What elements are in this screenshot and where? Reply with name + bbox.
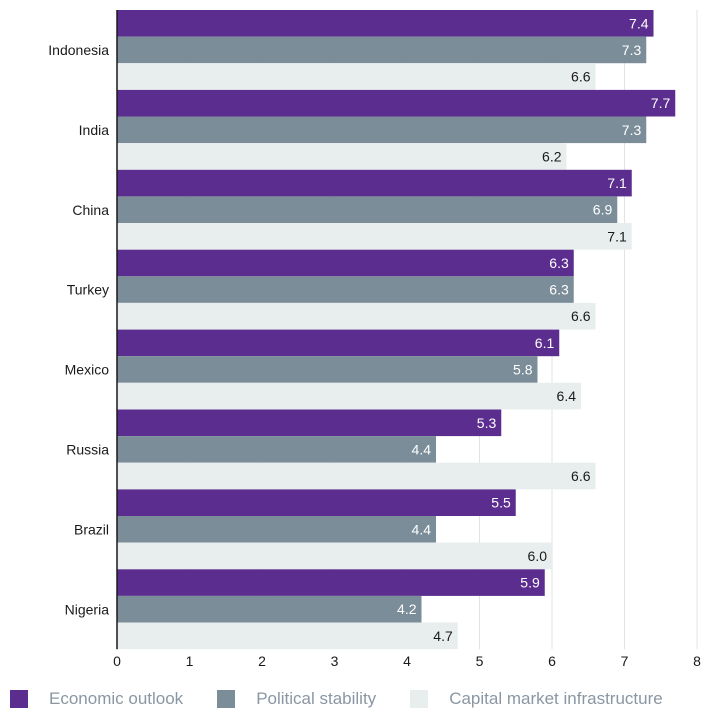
x-tick-label-6: 6 — [548, 653, 556, 669]
bar-brazil-political-stability — [117, 516, 436, 543]
bar-india-political-stability — [117, 116, 647, 144]
data-label-mexico-economic-outlook: 6.1 — [535, 335, 555, 351]
bar-china-capital-market-infrastructure — [117, 223, 632, 250]
data-label-brazil-capital-market-infrastructure: 6.0 — [528, 548, 548, 564]
bar-russia-political-stability — [117, 436, 436, 463]
data-label-russia-political-stability: 4.4 — [412, 441, 432, 457]
bar-mexico-economic-outlook — [117, 329, 560, 357]
bars-layer — [117, 10, 676, 650]
legend-label-economic-outlook: Economic outlook — [49, 689, 184, 708]
legend-label-capital-market-infrastructure: Capital market infrastructure — [449, 689, 663, 708]
category-label-brazil: Brazil — [74, 521, 109, 537]
data-label-brazil-political-stability: 4.4 — [412, 521, 432, 537]
data-label-indonesia-economic-outlook: 7.4 — [629, 15, 649, 31]
data-label-mexico-political-stability: 5.8 — [513, 362, 533, 378]
x-tick-label-7: 7 — [621, 653, 629, 669]
bar-turkey-capital-market-infrastructure — [117, 302, 596, 330]
bar-brazil-capital-market-infrastructure — [117, 542, 552, 570]
data-label-indonesia-capital-market-infrastructure: 6.6 — [571, 69, 591, 85]
bar-russia-capital-market-infrastructure — [117, 462, 596, 490]
bar-india-economic-outlook — [117, 89, 676, 117]
category-label-turkey: Turkey — [67, 282, 109, 298]
data-label-turkey-capital-market-infrastructure: 6.6 — [571, 308, 591, 324]
category-label-china: China — [72, 202, 109, 218]
axis-layer: 0 1 2 3 4 5 6 7 8 Indonesia India China Turkey Mexico… — [48, 10, 701, 669]
x-tick-label-4: 4 — [403, 653, 411, 669]
data-label-brazil-economic-outlook: 5.5 — [491, 495, 511, 511]
x-tick-label-2: 2 — [258, 653, 266, 669]
data-label-nigeria-economic-outlook: 5.9 — [520, 575, 540, 591]
bar-russia-economic-outlook — [117, 409, 502, 437]
data-label-nigeria-political-stability: 4.2 — [397, 601, 417, 617]
category-label-russia: Russia — [66, 441, 109, 457]
legend-swatch-political-stability — [217, 690, 236, 708]
x-tick-label-1: 1 — [186, 653, 194, 669]
x-tick-label-5: 5 — [476, 653, 484, 669]
data-label-china-economic-outlook: 7.1 — [607, 175, 627, 191]
data-label-china-capital-market-infrastructure: 7.1 — [607, 228, 627, 244]
labels-layer: 7.47.36.67.77.36.27.16.97.16.36.36.66.15… — [397, 15, 671, 644]
bar-nigeria-political-stability — [117, 595, 422, 623]
legend-swatch-capital-market-infrastructure — [410, 690, 429, 708]
x-tick-label-3: 3 — [331, 653, 339, 669]
bar-nigeria-economic-outlook — [117, 569, 545, 596]
data-label-india-capital-market-infrastructure: 6.2 — [542, 148, 562, 164]
data-label-nigeria-capital-market-infrastructure: 4.7 — [433, 628, 453, 644]
data-label-mexico-capital-market-infrastructure: 6.4 — [557, 388, 577, 404]
legend-label-political-stability: Political stability — [256, 689, 377, 708]
category-label-india: India — [79, 122, 110, 138]
category-label-mexico: Mexico — [65, 362, 110, 378]
data-label-indonesia-political-stability: 7.3 — [622, 42, 642, 58]
bar-mexico-political-stability — [117, 356, 538, 383]
legend-swatch-economic-outlook — [10, 690, 28, 708]
legend-item-capital-market-infrastructure: Capital market infrastructure — [410, 689, 663, 709]
bar-turkey-political-stability — [117, 276, 574, 303]
x-tick-label-8: 8 — [693, 653, 701, 669]
bar-brazil-economic-outlook — [117, 489, 516, 516]
bar-turkey-economic-outlook — [117, 249, 574, 277]
bar-china-economic-outlook — [117, 169, 632, 197]
data-label-turkey-economic-outlook: 6.3 — [549, 255, 569, 271]
x-tick-label-0: 0 — [113, 653, 121, 669]
chart-legend: Economic outlook Political stability Cap… — [10, 688, 663, 710]
bar-mexico-capital-market-infrastructure — [117, 382, 581, 410]
data-label-india-economic-outlook: 7.7 — [651, 95, 671, 111]
bar-indonesia-political-stability — [117, 36, 647, 64]
bar-indonesia-capital-market-infrastructure — [117, 63, 596, 90]
bar-nigeria-capital-market-infrastructure — [117, 622, 458, 650]
legend-item-political-stability: Political stability — [217, 689, 376, 709]
bar-india-capital-market-infrastructure — [117, 143, 567, 170]
data-label-india-political-stability: 7.3 — [622, 122, 642, 138]
data-label-russia-capital-market-infrastructure: 6.6 — [571, 468, 591, 484]
category-label-indonesia: Indonesia — [48, 42, 109, 58]
data-label-china-political-stability: 6.9 — [593, 202, 613, 218]
legend-item-economic-outlook: Economic outlook — [10, 689, 183, 709]
bar-china-political-stability — [117, 196, 618, 223]
data-label-russia-economic-outlook: 5.3 — [477, 415, 497, 431]
data-label-turkey-political-stability: 6.3 — [549, 282, 569, 298]
bar-chart: 7.47.36.67.77.36.27.16.97.16.36.36.66.15… — [48, 10, 701, 669]
category-label-nigeria: Nigeria — [65, 601, 110, 617]
bar-indonesia-economic-outlook — [117, 10, 654, 37]
